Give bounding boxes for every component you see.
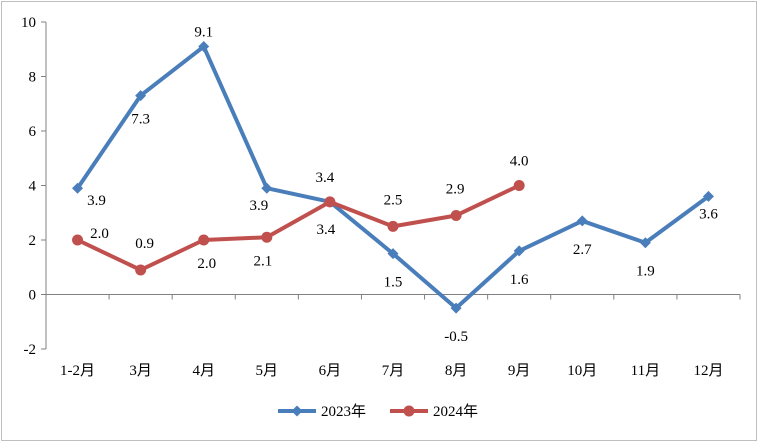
- data-point-marker: [135, 90, 147, 102]
- data-label: 2.5: [384, 192, 403, 208]
- y-tick-label: 6: [29, 124, 37, 140]
- x-tick-label: 5月: [256, 363, 279, 379]
- data-label: 1.9: [636, 264, 655, 280]
- data-point-marker: [387, 220, 399, 232]
- data-label: 2.9: [446, 181, 465, 197]
- x-tick-label: 4月: [192, 363, 215, 379]
- data-point-marker: [72, 234, 84, 246]
- data-label: 0.9: [135, 236, 154, 252]
- data-point-marker: [513, 245, 525, 257]
- data-label: 3.9: [87, 193, 106, 209]
- data-point-marker: [702, 190, 714, 202]
- y-tick-label: 10: [21, 15, 36, 31]
- data-point-marker: [261, 182, 273, 194]
- data-point-marker: [198, 41, 210, 53]
- y-tick-label: -2: [24, 342, 37, 358]
- legend-marker: [403, 405, 415, 417]
- y-tick-label: 2: [29, 233, 37, 249]
- data-point-marker: [576, 215, 588, 227]
- data-label: 3.9: [249, 198, 268, 214]
- data-point-marker: [72, 182, 84, 194]
- data-label: 1.5: [384, 275, 403, 291]
- series-line-2024年: [76, 183, 521, 272]
- legend-label: 2023年: [321, 403, 366, 420]
- data-point-marker: [450, 209, 462, 221]
- x-tick-label: 1-2月: [60, 363, 95, 379]
- data-label: 2.0: [90, 226, 109, 242]
- series-line-2023年: [75, 44, 710, 311]
- data-point-marker: [450, 302, 462, 314]
- data-point-marker: [513, 180, 525, 191]
- legend-marker: [291, 405, 303, 417]
- y-tick-label: 4: [29, 179, 37, 195]
- x-tick-label: 7月: [382, 363, 405, 379]
- x-tick-label: 9月: [508, 363, 531, 379]
- data-point-marker: [135, 264, 147, 276]
- data-label: 3.4: [317, 222, 336, 238]
- data-point-marker: [387, 248, 399, 260]
- data-point-marker: [639, 237, 651, 249]
- data-label: 1.6: [510, 272, 529, 288]
- x-tick-label: 6月: [319, 363, 342, 379]
- data-point-marker: [198, 234, 210, 246]
- x-tick-label: 12月: [693, 363, 723, 379]
- data-label: 2.7: [573, 242, 592, 258]
- x-tick-label: 8月: [445, 363, 468, 379]
- y-tick-label: 0: [29, 288, 37, 304]
- data-label: 3.6: [699, 206, 718, 222]
- data-label: 4.0: [510, 154, 529, 170]
- x-tick-label: 11月: [631, 363, 660, 379]
- data-label: 3.4: [316, 170, 335, 186]
- data-label: 7.3: [131, 112, 150, 128]
- data-label: 9.1: [194, 25, 213, 41]
- data-point-marker: [261, 231, 273, 243]
- x-tick-label: 10月: [567, 363, 597, 379]
- data-label: 2.1: [253, 253, 272, 269]
- x-tick-label: 3月: [129, 363, 152, 379]
- data-point-marker: [324, 196, 336, 208]
- legend-label: 2024年: [433, 403, 478, 420]
- data-label: 2.0: [197, 256, 216, 272]
- y-tick-label: 8: [29, 70, 37, 86]
- data-label: -0.5: [444, 329, 468, 345]
